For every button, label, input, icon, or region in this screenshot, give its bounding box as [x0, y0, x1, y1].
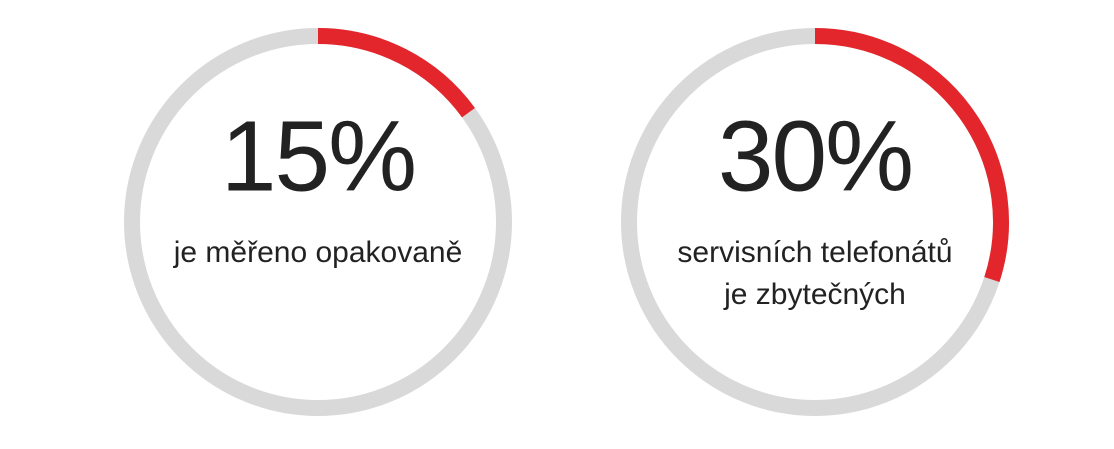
ring-progress	[814, 28, 1009, 282]
ring-progress	[317, 28, 475, 118]
value-label: 30%	[718, 100, 912, 212]
ring-caption: servisních telefonátů	[677, 236, 952, 269]
ring-caption: je zbytečných	[723, 278, 906, 311]
ring-caption: je měřeno opakovaně	[173, 236, 463, 269]
value-label: 15%	[221, 100, 415, 212]
